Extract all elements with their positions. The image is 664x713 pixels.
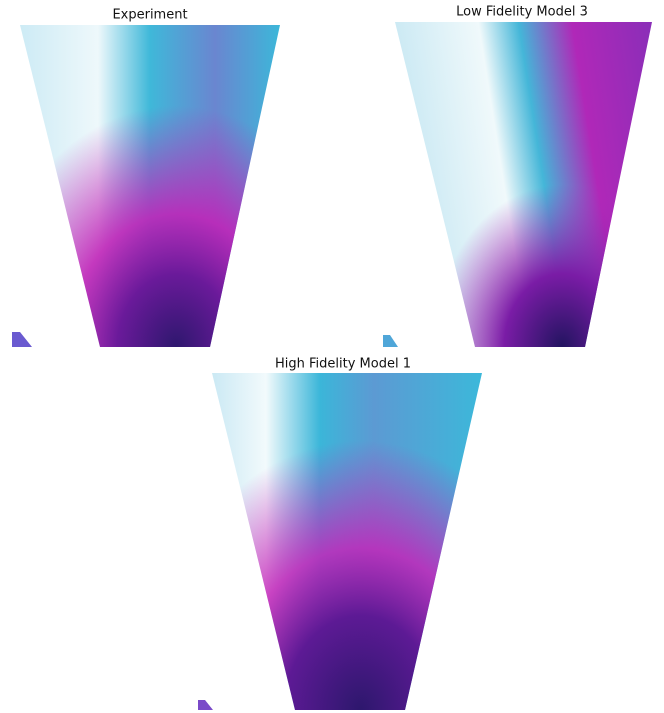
panel-title: High Fidelity Model 1: [275, 357, 411, 372]
panel: Low Fidelity Model 3: [383, 5, 652, 348]
panel: High Fidelity Model 1: [198, 357, 482, 711]
field-overlay: [212, 373, 482, 710]
panel: Experiment: [12, 8, 280, 348]
field-overlay: [395, 22, 652, 347]
panel-title: Low Fidelity Model 3: [456, 5, 588, 20]
figure: Experiment Low Fidelity Model 3 High Fid…: [0, 0, 664, 713]
page: Experiment Low Fidelity Model 3 High Fid…: [0, 0, 664, 713]
artifact: [383, 335, 398, 347]
artifact: [198, 700, 213, 710]
field-overlay: [20, 25, 280, 347]
panel-title: Experiment: [112, 8, 187, 23]
artifact: [12, 332, 32, 347]
